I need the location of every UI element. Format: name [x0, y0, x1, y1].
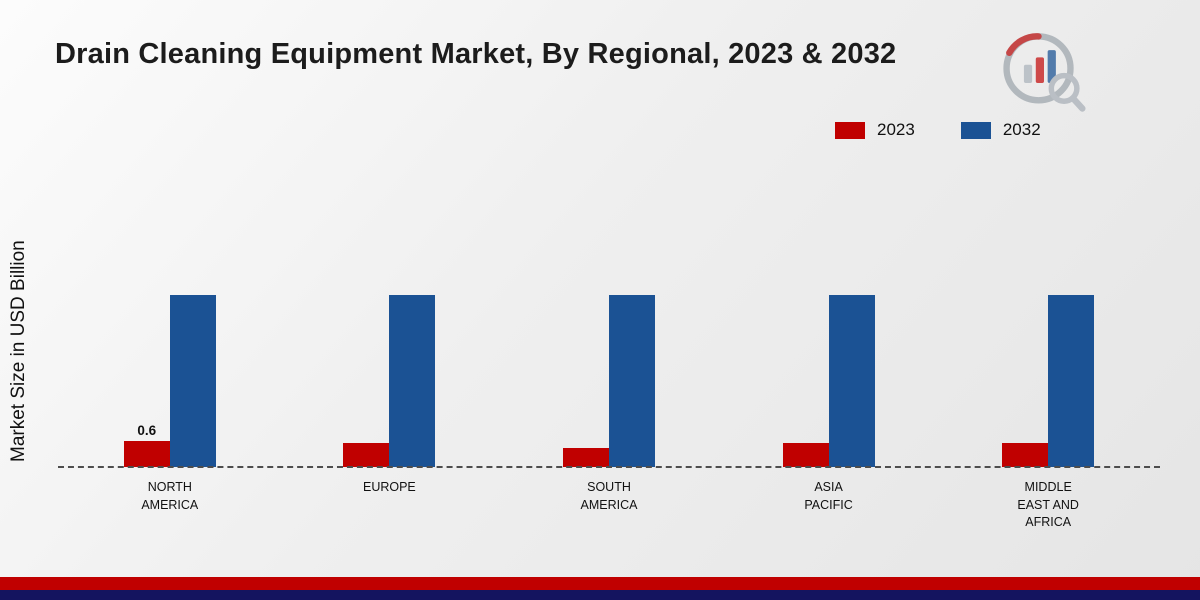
x-axis-line	[58, 466, 1160, 468]
bar-2023[interactable]	[782, 443, 829, 467]
bar-2023[interactable]	[1002, 443, 1049, 467]
bar-pair	[343, 295, 436, 467]
bar-pair	[1002, 295, 1095, 467]
chart-title: Drain Cleaning Equipment Market, By Regi…	[55, 38, 897, 70]
bar-pair	[562, 295, 655, 467]
legend-label: 2023	[877, 120, 915, 139]
bar-group: SOUTH AMERICA	[562, 295, 655, 512]
bar-2023[interactable]: 0.6	[123, 423, 170, 467]
footer-navy-strip	[0, 590, 1200, 600]
bar-2032[interactable]	[608, 295, 655, 467]
bar-group: 0.6 NORTH AMERICA	[123, 295, 216, 512]
bar-2032[interactable]	[828, 295, 875, 467]
legend-item-2032[interactable]: 2032	[960, 120, 1041, 140]
bar-value-label: 0.6	[137, 423, 157, 438]
bar-group: MIDDLE EAST AND AFRICA	[1002, 295, 1095, 529]
company-logo-icon	[1003, 33, 1086, 112]
category-label: MIDDLE EAST AND AFRICA	[1017, 480, 1079, 529]
bar-group: ASIA PACIFIC	[782, 295, 875, 512]
footer-red-strip	[0, 577, 1200, 590]
legend: 2023 2032	[835, 120, 1041, 140]
category-label: EUROPE	[362, 480, 416, 494]
bar-pair	[782, 295, 875, 467]
bar-2023[interactable]	[562, 448, 609, 467]
plot-area: 0.6 NORTH AMERICA EUROPE SOUTH AMERICA ASIA …	[60, 147, 1158, 529]
category-label: NORTH AMERICA	[141, 480, 199, 512]
legend-item-2023[interactable]: 2023	[835, 120, 915, 140]
legend-swatch-icon	[835, 121, 865, 139]
bar-2032[interactable]	[1048, 295, 1095, 467]
bar-2032[interactable]	[389, 295, 436, 467]
y-axis-label: Market Size in USD Billion	[8, 240, 29, 462]
bar-pair: 0.6	[123, 295, 216, 467]
bar-group: EUROPE	[343, 295, 436, 494]
bar-2032[interactable]	[169, 295, 216, 467]
category-label: ASIA PACIFIC	[804, 480, 853, 512]
bar-2023[interactable]	[343, 443, 390, 467]
category-label: SOUTH AMERICA	[580, 480, 638, 512]
legend-label: 2032	[1002, 120, 1041, 139]
legend-swatch-icon	[960, 121, 991, 139]
